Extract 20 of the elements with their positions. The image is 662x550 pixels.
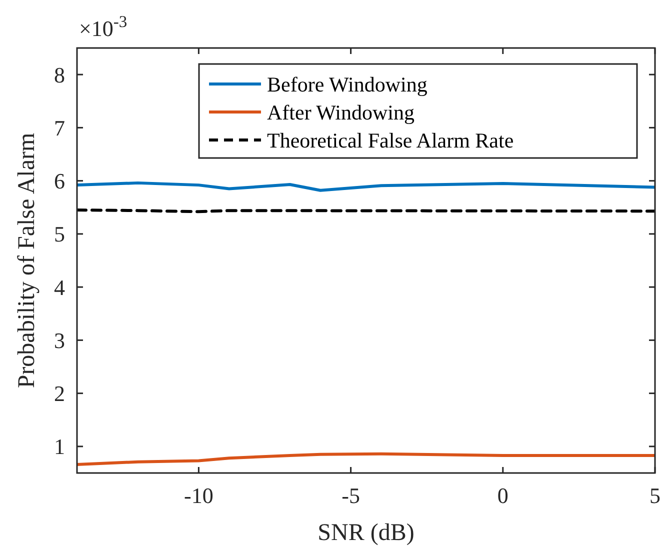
y-tick-label: 8	[54, 62, 65, 88]
y-tick-label: 2	[54, 381, 65, 406]
x-tick-label: -10	[184, 483, 214, 508]
text: ×10$^{-3}$	[79, 12, 128, 41]
line-series	[77, 452, 655, 466]
y-tick-label: 1	[54, 434, 65, 460]
x-tick-label: 0	[497, 483, 508, 508]
x-tick-label: 5	[650, 483, 660, 508]
y-tick-label: 7	[54, 115, 65, 140]
legend-label: Theoretical False Alarm Rate	[267, 128, 514, 152]
y-tick-label: 3	[54, 328, 65, 353]
x-tick-label: -5	[342, 483, 360, 508]
y-axis-title: Probability of False Alarm	[14, 132, 40, 388]
legend-label: Before Windowing	[267, 72, 428, 96]
legend-label: After Windowing	[267, 100, 415, 124]
y-tick-label: 4	[54, 274, 65, 300]
y-tick-label: 6	[54, 168, 65, 194]
line-series	[77, 181, 655, 192]
y-tick-label: 5	[54, 222, 65, 247]
x-axis-title: SNR (dB)	[318, 520, 414, 546]
